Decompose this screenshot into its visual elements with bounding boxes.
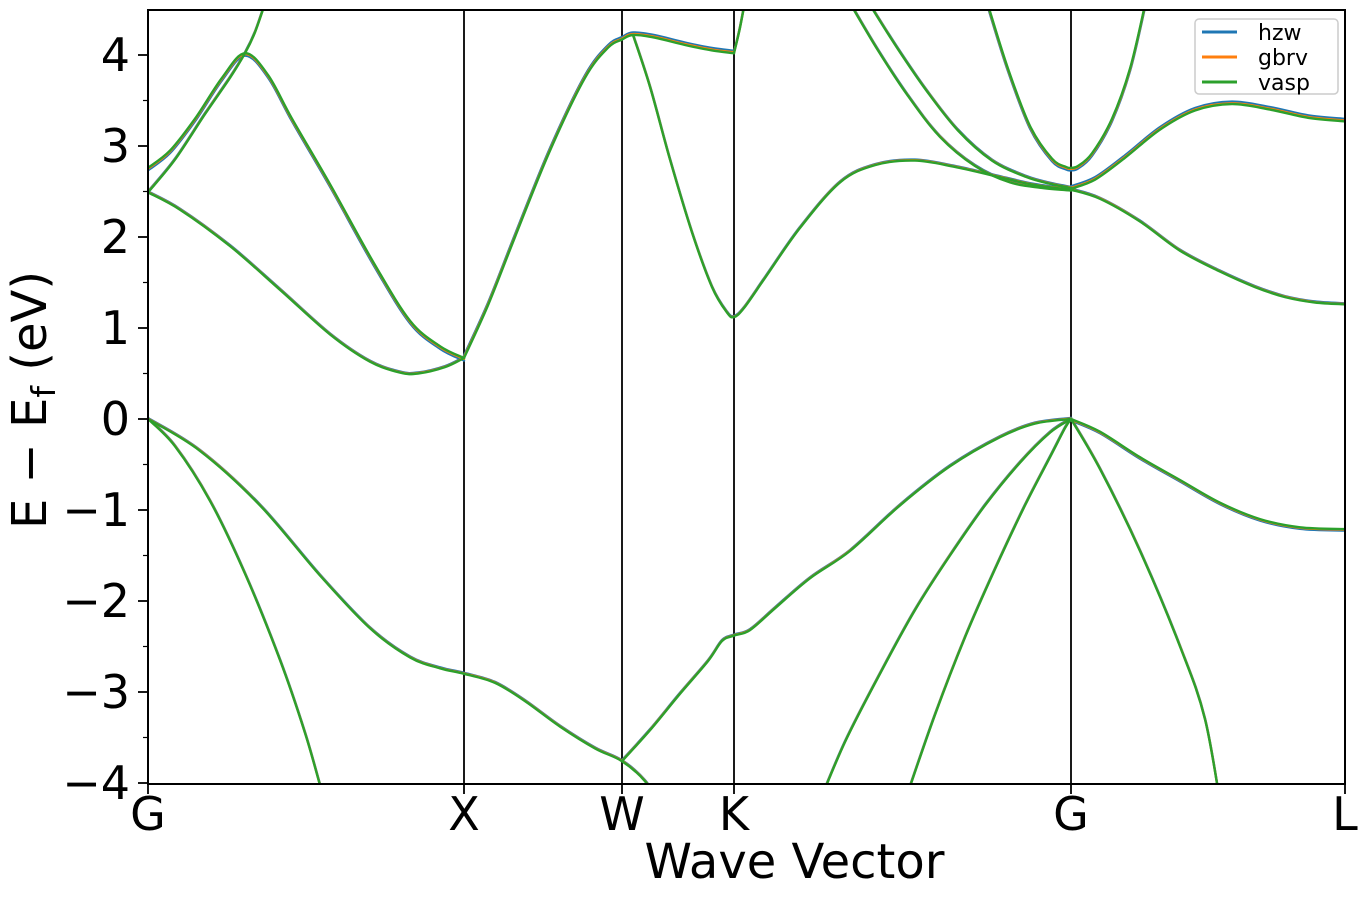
y-tick-label: 2 bbox=[101, 210, 130, 264]
band-curve-vasp-conduction-G1-riser bbox=[148, 10, 265, 194]
y-tick-label: −3 bbox=[62, 665, 130, 719]
x-tick-label-x: X bbox=[448, 787, 480, 841]
band-curve-hzw-conduction-G2-hump-L bbox=[1069, 100, 1345, 188]
x-tick-label-w: W bbox=[599, 787, 644, 841]
x-tick-label-g: G bbox=[1053, 787, 1089, 841]
band-curve-vasp-conduction-W-K-hump-G2 bbox=[631, 33, 1073, 319]
y-axis-title: E − Ef (eV) bbox=[2, 271, 63, 529]
band-curve-vasp-conduction-K-riser bbox=[732, 10, 745, 55]
legend-label-gbrv: gbrv bbox=[1258, 46, 1308, 71]
y-tick-label: 3 bbox=[101, 119, 130, 173]
band-curve-vasp-conduction-pair-b-K-G2 bbox=[871, 10, 1073, 190]
band-curve-vasp-valence-steep-G2 bbox=[1069, 417, 1219, 784]
band-curve-vasp-conduction-X-W-K-flat bbox=[462, 33, 736, 360]
band-curve-vasp-valence-riser-a-G2 bbox=[825, 417, 1073, 784]
band-curve-vasp-conduction-G2-hump-L bbox=[1069, 102, 1345, 190]
y-tick-label: 4 bbox=[101, 28, 130, 82]
y-tick-label: −1 bbox=[62, 483, 130, 537]
axes-frame bbox=[147, 9, 1346, 785]
band-curve-vasp-conduction-G1-Xmin bbox=[148, 191, 466, 376]
legend-label-hzw: hzw bbox=[1258, 21, 1301, 46]
band-curve-vasp-conduction-G2-L-down bbox=[1069, 188, 1345, 306]
y-tick-label: 0 bbox=[101, 392, 130, 446]
x-tick-label-g: G bbox=[130, 787, 166, 841]
band-curve-vasp-conduction-G1-peak-X bbox=[148, 52, 466, 360]
band-curve-vasp-conduction-pair-a-K-G2 bbox=[852, 10, 1073, 192]
band-curve-vasp-valence-riser-b-G2 bbox=[909, 417, 1073, 784]
legend-label-vasp: vasp bbox=[1258, 71, 1310, 96]
band-curve-vasp-valence-W-K-G2 bbox=[620, 417, 1073, 763]
y-tick-label: −4 bbox=[62, 756, 130, 810]
x-tick-label-l: L bbox=[1332, 787, 1358, 841]
y-tick-label: 1 bbox=[101, 301, 130, 355]
band-curve-vasp-valence-G2-L bbox=[1069, 417, 1345, 531]
x-tick-label-k: K bbox=[719, 787, 751, 841]
y-tick-label: −2 bbox=[62, 574, 130, 628]
band-curve-vasp-valence-heavy-G1-X-W bbox=[148, 417, 649, 784]
legend-box bbox=[1194, 18, 1339, 95]
band-curve-vasp-valence-light-G1 bbox=[148, 417, 321, 784]
x-axis-title: Wave Vector bbox=[645, 834, 945, 890]
band-curve-vasp-conduction-U-G2 bbox=[988, 10, 1146, 170]
